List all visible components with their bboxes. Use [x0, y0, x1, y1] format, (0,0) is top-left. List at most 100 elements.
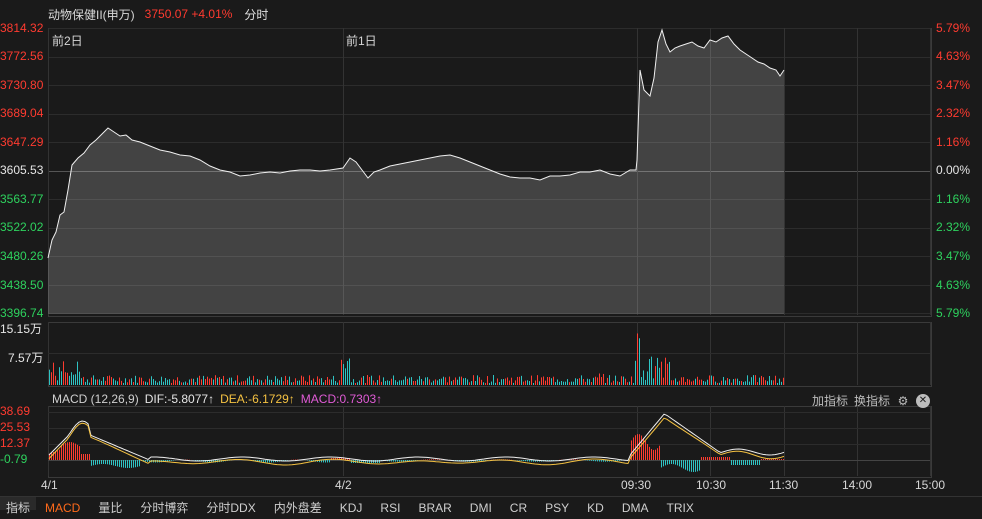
volume-bar [243, 381, 244, 385]
volume-bar [65, 372, 66, 385]
volume-bar [673, 380, 674, 385]
volume-bar [49, 370, 50, 385]
volume-bar [103, 377, 104, 385]
tab-dmi[interactable]: DMI [461, 497, 501, 510]
tab-rsi[interactable]: RSI [371, 497, 409, 510]
volume-bar [227, 379, 228, 385]
volume-bar [341, 360, 342, 385]
macd-bar [437, 459, 438, 460]
volume-bar [607, 378, 608, 385]
volume-bar [685, 382, 686, 385]
macd-bar [135, 460, 136, 467]
volume-bar [479, 377, 480, 385]
volume-bar [745, 381, 746, 385]
volume-bar [769, 376, 770, 385]
macd-bar [591, 460, 592, 461]
tab-macd[interactable]: MACD [36, 497, 89, 510]
macd-bar [83, 454, 84, 460]
tab-kd[interactable]: KD [578, 497, 613, 510]
volume-bar [583, 379, 584, 385]
macd-bar [267, 460, 268, 462]
volume-bar [503, 379, 504, 385]
volume-bar [113, 379, 114, 385]
volume-bar [125, 378, 126, 385]
volume-bar [245, 381, 246, 385]
volume-bar [743, 382, 744, 385]
time-label-1500: 15:00 [915, 478, 945, 492]
volume-bar [361, 378, 362, 385]
macd-bar [701, 457, 702, 460]
tab-inner-outer[interactable]: 内外盘差 [265, 497, 331, 510]
tab-cr[interactable]: CR [501, 497, 536, 510]
volume-bar [121, 381, 122, 385]
volume-bar [309, 375, 310, 385]
macd-bar [79, 446, 80, 460]
time-label-1400: 14:00 [842, 478, 872, 492]
volume-bar [509, 381, 510, 385]
tab-trix[interactable]: TRIX [657, 497, 702, 510]
macd-bar [695, 460, 696, 472]
macd-bar [767, 459, 768, 460]
macd-bar [263, 460, 264, 462]
macd-bar [137, 460, 138, 467]
volume-bar [249, 376, 250, 385]
tab-brar[interactable]: BRAR [409, 497, 460, 510]
volume-bar [185, 382, 186, 385]
tab-psy[interactable]: PSY [536, 497, 578, 510]
volume-bar [225, 383, 226, 385]
volume-bar [753, 375, 754, 385]
macd-bar [777, 459, 778, 460]
volume-bar [501, 379, 502, 385]
volume-bar [739, 381, 740, 385]
macd-bar [699, 460, 700, 471]
volume-bar [411, 377, 412, 385]
volume-bar [149, 379, 150, 385]
volume-bar [157, 382, 158, 385]
volume-bar [303, 377, 304, 385]
volume-bar [397, 382, 398, 385]
volume-bar [67, 373, 68, 385]
volume-bar [139, 377, 140, 385]
volume-bar [425, 377, 426, 385]
tab-kdj[interactable]: KDJ [331, 497, 372, 510]
tab-volume-ratio[interactable]: 量比 [89, 497, 131, 510]
volume-bar [91, 378, 92, 385]
macd-bar [643, 438, 644, 460]
tab-dma[interactable]: DMA [613, 497, 658, 510]
volume-bar [507, 377, 508, 385]
volume-bar [165, 378, 166, 385]
macd-bars [49, 434, 784, 472]
volume-bar [661, 362, 662, 385]
volume-bar [223, 376, 224, 385]
macd-bar [147, 460, 148, 462]
volume-bar [283, 381, 284, 385]
volume-bar [213, 379, 214, 385]
volume-bar [287, 380, 288, 385]
volume-bar [551, 378, 552, 385]
volume-bar [767, 381, 768, 385]
macd-bar [479, 460, 480, 461]
volume-bar [323, 382, 324, 385]
time-label-4-2: 4/2 [335, 478, 352, 492]
volume-bar [357, 382, 358, 385]
tab-intraday-game[interactable]: 分时博弈 [131, 497, 197, 510]
tab-indicators[interactable]: 指标 [0, 497, 36, 510]
macd-bar [745, 460, 746, 465]
volume-bar [523, 382, 524, 385]
volume-bar [723, 377, 724, 385]
macd-bar [527, 460, 528, 461]
macd-bar [721, 457, 722, 460]
volume-bar [431, 382, 432, 385]
macd-bar [681, 460, 682, 467]
macd-bar [661, 460, 662, 467]
volume-bar [209, 379, 210, 385]
tab-intraday-ddx[interactable]: 分时DDX [197, 497, 264, 510]
macd-bar [749, 460, 750, 465]
volume-bar [747, 375, 748, 385]
macd-bar [107, 460, 108, 464]
macd-bar [691, 460, 692, 472]
volume-bar [143, 381, 144, 385]
volume-bar [299, 380, 300, 385]
volume-bar [391, 379, 392, 385]
